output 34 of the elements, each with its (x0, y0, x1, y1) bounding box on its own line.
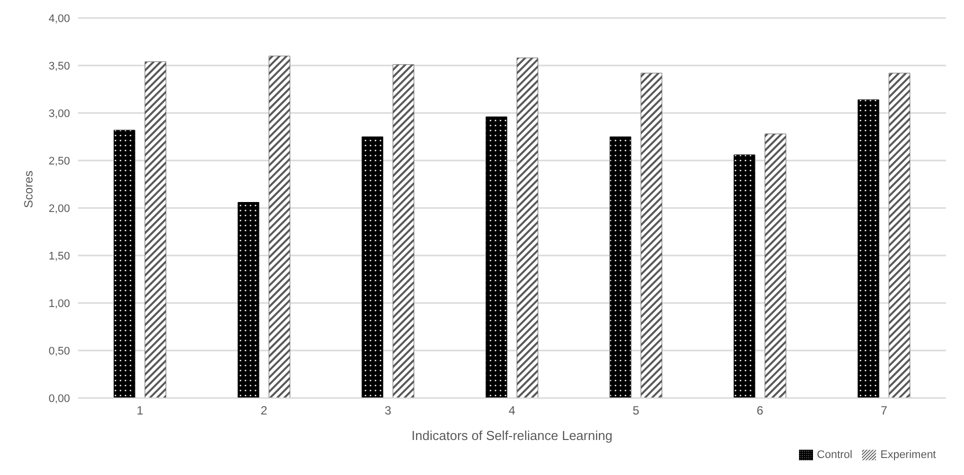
y-tick-label: 2,00 (48, 202, 70, 215)
bar (764, 134, 786, 398)
x-axis-title: Indicators of Self-reliance Learning (412, 428, 612, 443)
bar (268, 56, 290, 398)
x-tick-label: 4 (508, 404, 516, 418)
y-tick-label: 3,50 (48, 60, 70, 72)
x-tick-label: 7 (880, 404, 888, 418)
x-tick-label: 5 (632, 404, 640, 418)
bar (238, 202, 260, 398)
y-tick-label: 1,00 (48, 298, 70, 310)
bar (114, 130, 136, 398)
bar (640, 72, 662, 398)
x-tick-label: 6 (756, 404, 764, 418)
bar (610, 136, 632, 398)
bar (392, 64, 414, 398)
y-axis-title: Scores (21, 170, 36, 208)
legend-label: Experiment (880, 448, 936, 461)
bar (888, 72, 910, 398)
y-tick-label: 0,50 (48, 345, 70, 358)
bar (144, 61, 166, 398)
x-tick-label: 2 (260, 404, 268, 418)
x-tick-label: 1 (136, 404, 144, 418)
y-tick-label: 4,00 (48, 12, 70, 25)
y-tick-label: 3,00 (48, 108, 70, 120)
y-tick-label: 0,00 (48, 392, 70, 405)
bar (486, 116, 508, 398)
bar (362, 136, 384, 398)
x-tick-label: 3 (384, 404, 392, 418)
y-tick-label: 2,50 (48, 155, 70, 168)
bar (516, 58, 538, 398)
bar (734, 154, 756, 398)
legend-label: Control (816, 448, 852, 461)
bar (858, 99, 880, 398)
y-tick-label: 1,50 (48, 250, 70, 262)
